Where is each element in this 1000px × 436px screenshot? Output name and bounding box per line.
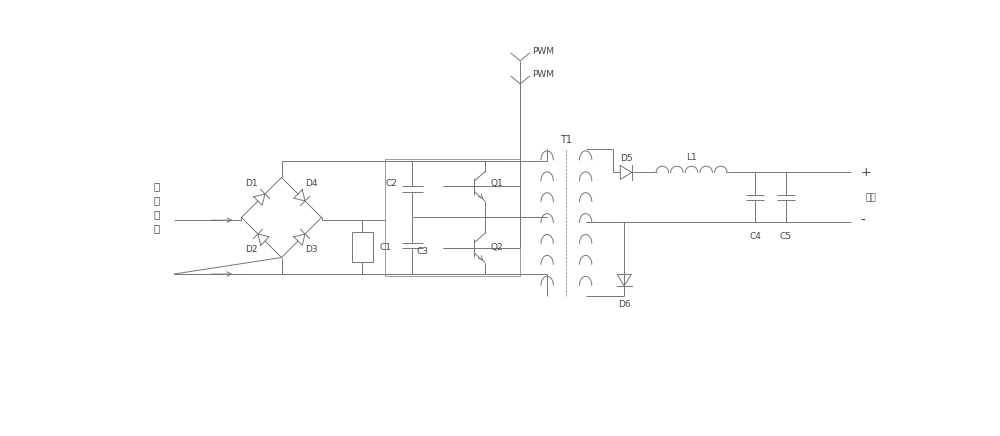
- Text: D4: D4: [305, 179, 318, 188]
- Text: 交: 交: [154, 181, 160, 191]
- Text: +: +: [861, 166, 871, 179]
- Text: D6: D6: [618, 300, 630, 310]
- Text: Q1: Q1: [491, 179, 503, 188]
- Text: D5: D5: [620, 154, 633, 163]
- Text: C1: C1: [379, 242, 391, 252]
- Text: 输: 输: [154, 209, 160, 219]
- Text: L1: L1: [686, 153, 697, 162]
- Text: PWM: PWM: [532, 47, 554, 56]
- Text: C4: C4: [749, 232, 761, 241]
- Text: D2: D2: [245, 245, 258, 254]
- Text: D1: D1: [245, 179, 258, 188]
- Text: Q2: Q2: [491, 243, 503, 252]
- Text: C5: C5: [780, 232, 792, 241]
- Bar: [352, 232, 373, 262]
- Text: C2: C2: [385, 178, 397, 187]
- Text: T1: T1: [560, 135, 572, 145]
- Text: -: -: [861, 214, 865, 228]
- Bar: [385, 159, 520, 276]
- Text: 入: 入: [154, 223, 160, 233]
- Text: D3: D3: [305, 245, 318, 254]
- Text: PWM: PWM: [532, 70, 554, 79]
- Text: 输出: 输出: [865, 193, 876, 202]
- Text: C3: C3: [416, 248, 428, 256]
- Text: 流: 流: [154, 195, 160, 205]
